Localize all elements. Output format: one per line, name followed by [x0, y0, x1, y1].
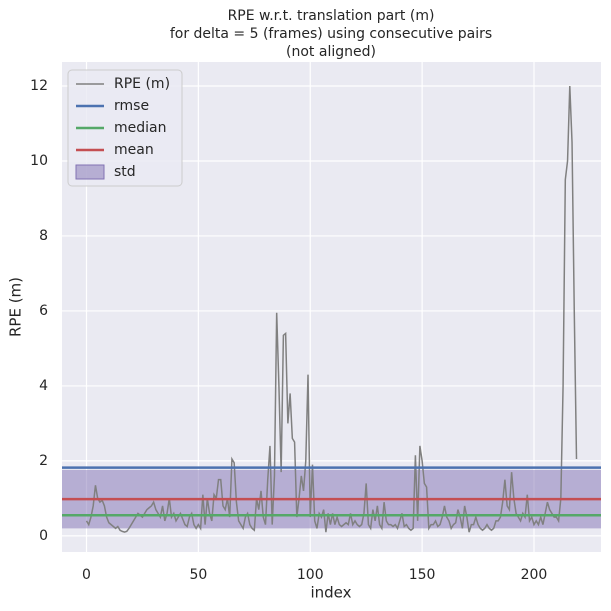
- y-tick-label: 12: [30, 78, 48, 94]
- chart-title: for delta = 5 (frames) using consecutive…: [170, 26, 492, 42]
- legend-label: rmse: [114, 98, 149, 114]
- legend-label: std: [114, 164, 136, 180]
- x-tick-label: 150: [409, 567, 436, 583]
- legend-box: [67, 69, 183, 187]
- x-tick-label: 50: [189, 567, 207, 583]
- x-tick-label: 100: [297, 567, 324, 583]
- y-tick-label: 10: [30, 153, 48, 169]
- y-axis-label: RPE (m): [7, 277, 25, 337]
- y-tick-label: 6: [39, 303, 48, 319]
- x-tick-label: 0: [82, 567, 91, 583]
- legend-label: RPE (m): [114, 76, 170, 92]
- y-tick-label: 4: [39, 378, 48, 394]
- data-line: [85, 85, 578, 533]
- legend-swatch: [75, 164, 105, 180]
- y-tick-label: 8: [39, 228, 48, 244]
- legend-label: mean: [114, 142, 154, 158]
- legend-label: median: [114, 120, 166, 136]
- y-tick-label: 2: [39, 453, 48, 469]
- x-tick-label: 200: [521, 567, 548, 583]
- chart-title: RPE w.r.t. translation part (m): [228, 8, 435, 24]
- y-tick-label: 0: [39, 528, 48, 544]
- x-axis-label: index: [310, 584, 351, 602]
- chart-title: (not aligned): [286, 44, 376, 60]
